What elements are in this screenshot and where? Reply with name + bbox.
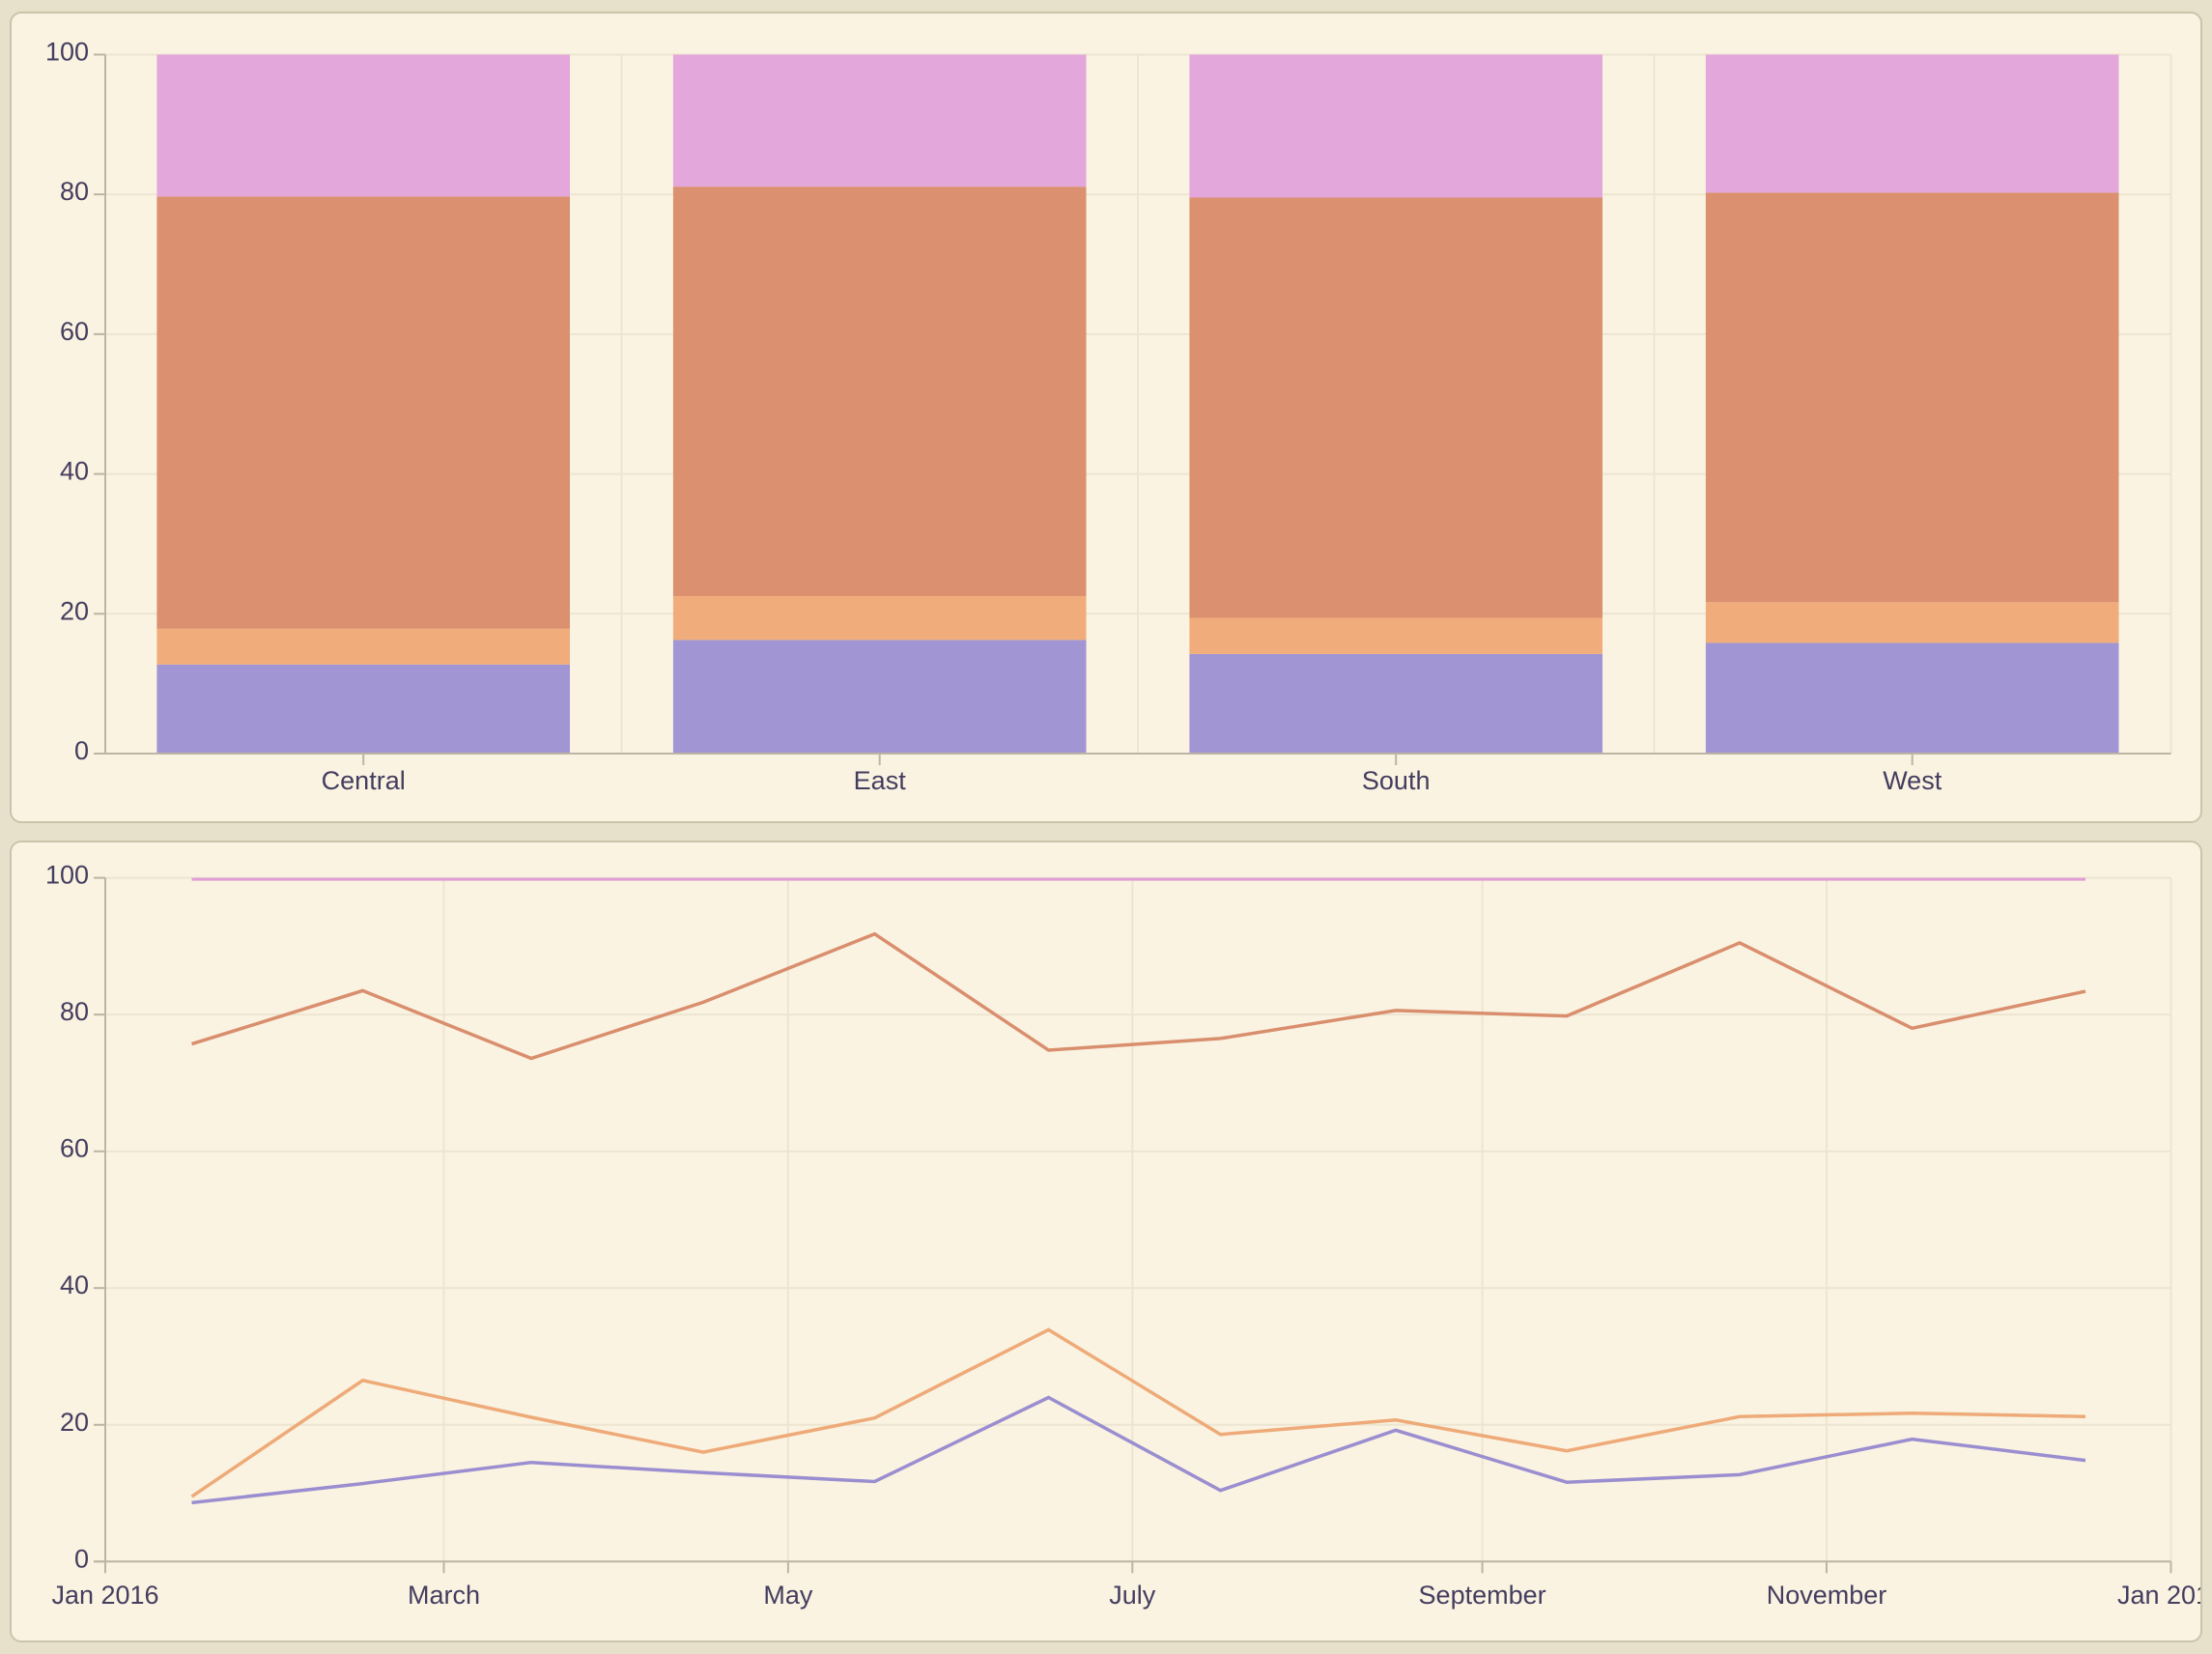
svg-text:South: South xyxy=(1362,766,1431,795)
svg-text:Central: Central xyxy=(322,766,406,795)
svg-text:March: March xyxy=(408,1581,480,1610)
svg-text:20: 20 xyxy=(60,596,89,625)
svg-text:40: 40 xyxy=(60,457,89,486)
svg-text:Jan 2016: Jan 2016 xyxy=(51,1581,158,1610)
svg-text:West: West xyxy=(1883,766,1943,795)
svg-text:80: 80 xyxy=(60,177,89,206)
svg-text:Jan 2017: Jan 2017 xyxy=(2117,1581,2202,1610)
svg-text:40: 40 xyxy=(60,1270,89,1299)
svg-text:100: 100 xyxy=(45,861,89,890)
svg-text:0: 0 xyxy=(74,736,89,765)
svg-text:East: East xyxy=(854,766,907,795)
svg-text:60: 60 xyxy=(60,317,89,346)
svg-text:May: May xyxy=(763,1581,813,1610)
svg-text:20: 20 xyxy=(60,1408,89,1437)
svg-text:80: 80 xyxy=(60,997,89,1026)
svg-text:November: November xyxy=(1767,1581,1887,1610)
svg-text:100: 100 xyxy=(45,38,89,67)
svg-text:60: 60 xyxy=(60,1134,89,1163)
svg-text:0: 0 xyxy=(74,1544,89,1573)
svg-text:September: September xyxy=(1419,1581,1546,1610)
svg-text:July: July xyxy=(1109,1581,1156,1610)
